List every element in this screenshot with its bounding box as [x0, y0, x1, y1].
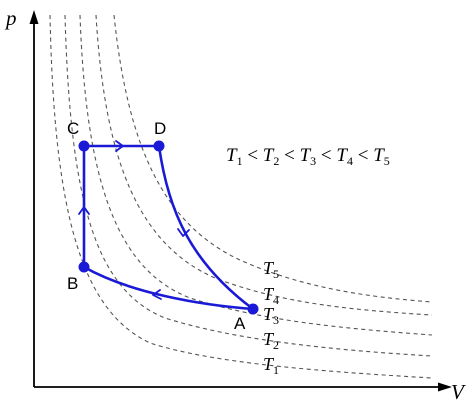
isotherms — [49, 14, 433, 379]
isotherm-t4 — [95, 14, 433, 316]
point-label-a: A — [234, 314, 246, 333]
isotherm-label-t5: T5 — [263, 258, 279, 281]
direction-up-icon — [78, 206, 90, 215]
point-d — [153, 140, 165, 152]
isotherm-label-t1: T1 — [263, 354, 279, 377]
point-a — [247, 303, 259, 315]
direction-right-icon — [115, 140, 124, 152]
segment-d-to-a — [157, 144, 255, 311]
isotherm-label-t2: T2 — [263, 329, 279, 352]
isotherm-label-t3: T3 — [263, 304, 279, 327]
direction-down-icon — [177, 228, 190, 237]
isotherm-label-t4: T4 — [263, 284, 279, 307]
temperature-relation: T1 < T2 < T3 < T4 < T5 — [226, 145, 390, 170]
segment-a-to-b — [82, 265, 255, 311]
cycle-path — [78, 140, 255, 311]
point-label-d: D — [154, 119, 166, 138]
state-points: A B C D — [67, 119, 259, 333]
point-b — [78, 261, 90, 273]
isotherm-t1 — [49, 14, 433, 379]
point-c — [78, 140, 90, 152]
point-label-b: B — [67, 274, 78, 293]
y-axis-label: p — [4, 6, 17, 30]
direction-left-icon — [152, 289, 162, 300]
point-label-c: C — [67, 119, 79, 138]
x-axis-label: V — [451, 380, 466, 402]
x-axis-arrow-icon — [438, 382, 452, 392]
axes: p V — [4, 6, 466, 402]
isotherm-t3 — [79, 14, 433, 336]
isotherm-labels: T5 T4 T3 T2 T1 — [263, 258, 279, 377]
y-axis-arrow-icon — [29, 10, 39, 24]
